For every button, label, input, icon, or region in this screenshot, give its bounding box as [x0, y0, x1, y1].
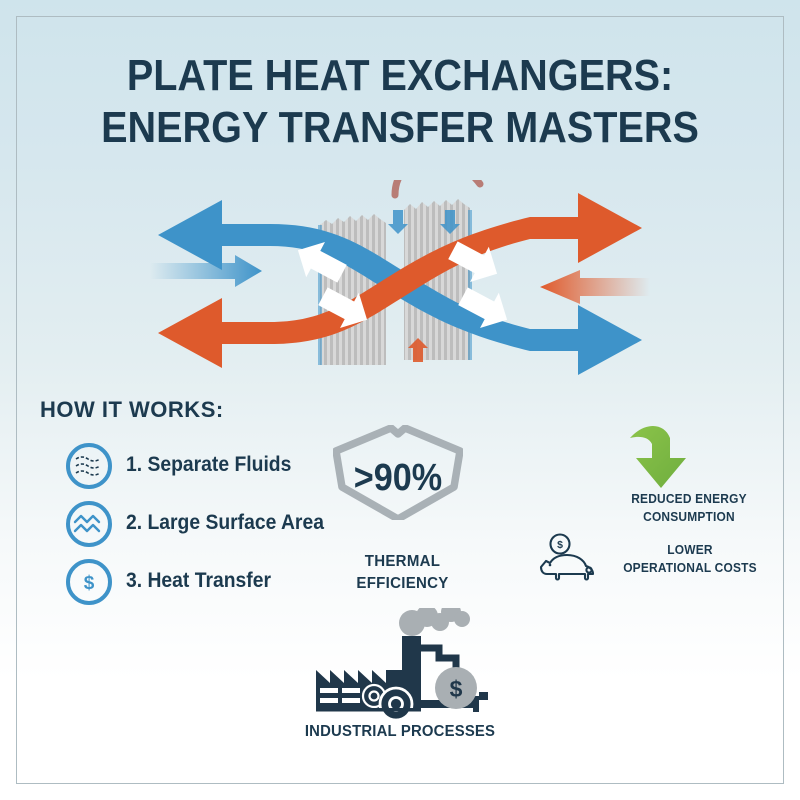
- svg-text:$: $: [84, 573, 95, 594]
- svg-text:$: $: [450, 676, 463, 702]
- svg-text:$: $: [557, 539, 563, 551]
